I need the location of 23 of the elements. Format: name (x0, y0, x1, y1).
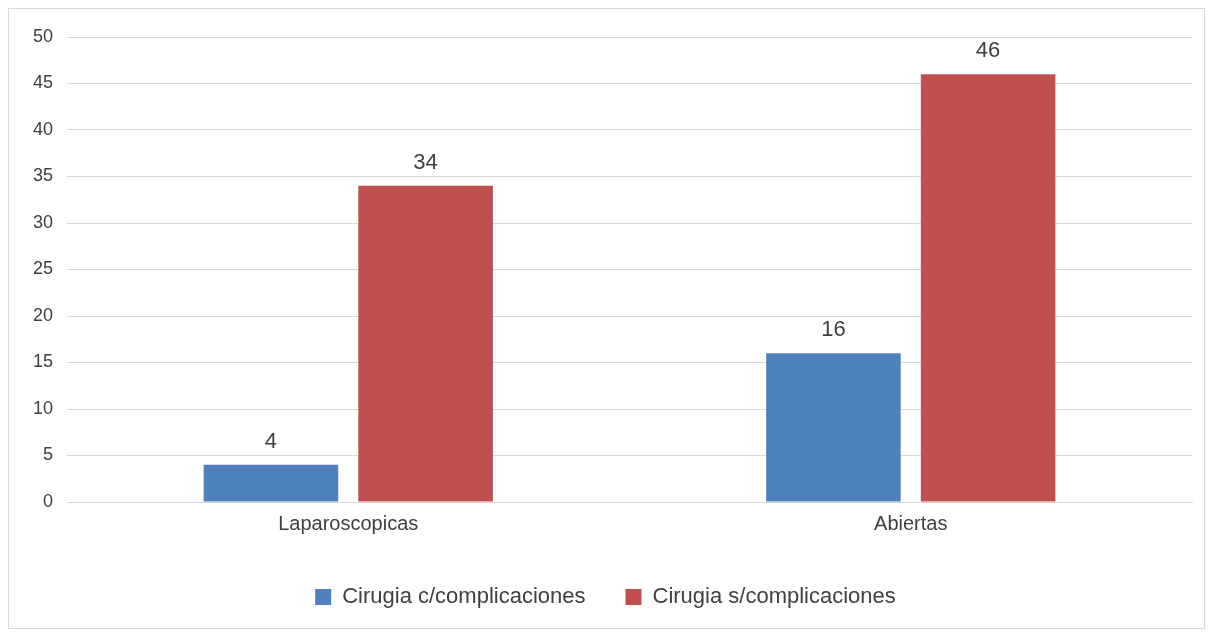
bar (358, 185, 493, 502)
data-label: 46 (975, 37, 1001, 63)
y-tick-label: 15 (32, 351, 54, 372)
x-tick-label: Abiertas (874, 511, 948, 534)
legend-label: Cirugia c/complicaciones (342, 583, 586, 609)
bar (203, 464, 339, 502)
y-tick-label: 45 (32, 72, 54, 93)
data-label: 34 (413, 148, 438, 174)
bar (766, 353, 901, 502)
legend-label: Cirugia s/complicaciones (652, 583, 896, 609)
x-tick-label: Laparoscopicas (278, 511, 419, 534)
y-tick-label: 10 (32, 397, 54, 418)
y-tick-label: 35 (32, 165, 54, 186)
y-tick-label: 50 (32, 25, 54, 46)
data-label: 4 (264, 427, 278, 453)
y-tick-label: 40 (32, 118, 54, 139)
y-tick-label: 25 (32, 258, 54, 279)
data-label: 16 (821, 316, 846, 342)
y-tick-label: 30 (32, 211, 54, 232)
y-tick-label: 5 (43, 444, 54, 465)
y-tick-label: 20 (32, 304, 54, 325)
bar (920, 74, 1056, 502)
y-tick-label: 0 (43, 490, 54, 511)
